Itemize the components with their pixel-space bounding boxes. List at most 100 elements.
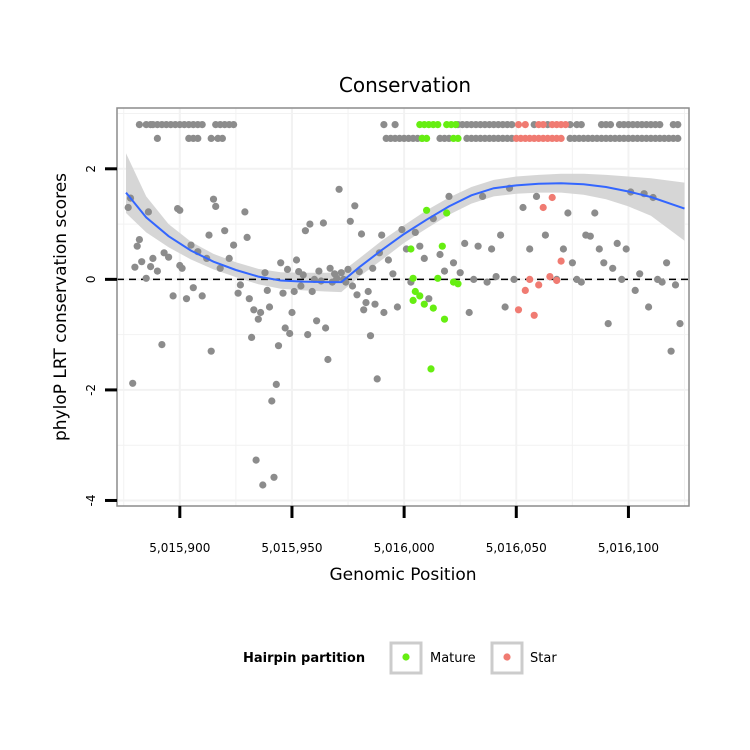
point-other (254, 315, 262, 323)
legend-title: Hairpin partition (243, 651, 365, 666)
point-other (135, 121, 143, 129)
x-tick-label: 5,015,950 (261, 541, 322, 555)
y-tick-label: -2 (84, 384, 98, 396)
point-other (622, 245, 630, 253)
point-other (194, 134, 202, 142)
point-star (521, 286, 529, 294)
legend-key-mature-dot (402, 653, 410, 661)
point-mature (452, 121, 460, 129)
point-other (306, 220, 314, 228)
point-other (532, 192, 541, 200)
point-other (420, 254, 428, 262)
point-mature (454, 134, 462, 142)
point-other (153, 267, 161, 275)
legend-label-star: Star (530, 651, 557, 666)
point-other (234, 289, 242, 297)
point-star (539, 121, 547, 129)
point-star (553, 276, 561, 285)
point-star (548, 193, 556, 202)
point-other (182, 295, 191, 303)
point-mature (411, 287, 419, 296)
point-star (539, 203, 547, 212)
point-other (225, 254, 233, 262)
point-other (656, 121, 664, 129)
point-mature (454, 280, 462, 288)
point-other (198, 292, 206, 300)
point-other (606, 121, 615, 129)
point-other (270, 473, 278, 481)
point-other (313, 317, 321, 325)
point-other (595, 245, 603, 253)
point-other (131, 263, 139, 271)
point-other (360, 306, 368, 314)
point-other (526, 245, 534, 253)
point-other (209, 195, 218, 203)
point-other (636, 270, 644, 278)
point-other (492, 273, 500, 281)
point-other (351, 202, 359, 210)
point-other (178, 264, 186, 272)
point-star (514, 121, 523, 129)
plot-panel-background (117, 108, 689, 506)
x-tick-label: 5,015,900 (149, 541, 210, 555)
point-other (259, 481, 267, 489)
point-other (283, 265, 292, 273)
point-other (133, 242, 141, 250)
point-other (205, 231, 213, 239)
point-other (335, 185, 343, 193)
point-mature (409, 296, 417, 304)
point-other (158, 341, 166, 349)
point-other (391, 121, 399, 129)
point-other (301, 227, 309, 235)
point-star (562, 121, 570, 129)
point-other (380, 121, 388, 129)
point-mature (416, 292, 424, 300)
point-other (378, 231, 386, 239)
point-other (149, 254, 157, 262)
point-other (344, 265, 352, 273)
point-other (364, 287, 372, 296)
point-mature (434, 274, 442, 282)
point-other (353, 291, 361, 299)
y-tick-label: 0 (84, 276, 98, 284)
point-mature (423, 206, 431, 214)
point-other (609, 264, 617, 272)
point-mature (443, 209, 451, 217)
gridlines (117, 108, 689, 506)
y-axis: -4 -2 0 2 (84, 165, 117, 506)
point-other (440, 267, 449, 275)
point-other (631, 286, 639, 294)
point-other (315, 267, 323, 275)
point-other (299, 271, 307, 279)
point-other (272, 380, 280, 388)
x-axis: 5,015,900 5,015,950 5,016,000 5,016,050 5,01… (149, 506, 659, 555)
point-other (333, 274, 341, 282)
point-other (488, 245, 496, 253)
point-other (248, 333, 256, 341)
point-other (348, 282, 357, 290)
point-other (519, 203, 527, 212)
legend: Hairpin partition Mature Star (243, 641, 557, 675)
point-other (564, 209, 572, 217)
point-other (144, 208, 152, 216)
point-other (591, 209, 599, 217)
point-other (288, 308, 296, 317)
point-mature (434, 121, 442, 129)
point-other (169, 292, 177, 300)
point-star (546, 273, 554, 281)
point-other (604, 320, 612, 328)
point-other (277, 259, 285, 267)
point-other (124, 203, 132, 212)
point-other (245, 295, 253, 303)
point-other (568, 259, 577, 267)
point-other (252, 456, 260, 464)
point-other (600, 259, 608, 267)
point-star (557, 257, 565, 265)
point-other (265, 303, 274, 311)
point-other (221, 227, 229, 235)
point-other (207, 347, 215, 355)
point-other (142, 274, 150, 282)
point-mature (438, 242, 446, 250)
point-star (535, 281, 543, 289)
